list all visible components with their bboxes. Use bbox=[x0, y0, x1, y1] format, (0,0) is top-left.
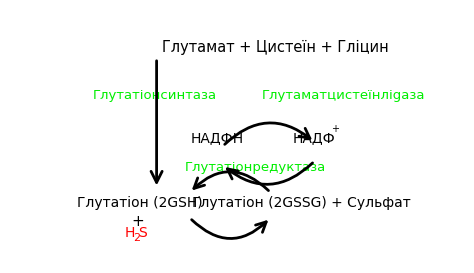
Text: 2: 2 bbox=[134, 233, 141, 243]
Text: Глутатіон (2GSSG) + Сульфат: Глутатіон (2GSSG) + Сульфат bbox=[192, 196, 411, 210]
Text: Глутатіон (2GSH): Глутатіон (2GSH) bbox=[77, 196, 203, 210]
Text: НАДФН: НАДФН bbox=[191, 131, 244, 145]
Text: Глутамат + Цистеїн + Гліцин: Глутамат + Цистеїн + Гліцин bbox=[162, 40, 389, 55]
Text: Глутатіонредуктаза: Глутатіонредуктаза bbox=[185, 161, 327, 174]
Text: +: + bbox=[132, 215, 145, 229]
Text: S: S bbox=[138, 226, 147, 240]
Text: H: H bbox=[125, 226, 136, 240]
Text: Глутатіонсинтаза: Глутатіонсинтаза bbox=[92, 89, 217, 102]
Text: НАДФ: НАДФ bbox=[292, 131, 335, 145]
Text: +: + bbox=[331, 124, 339, 135]
Text: Глутаматцистеїнліgаза: Глутаматцистеїнліgаза bbox=[261, 89, 425, 102]
